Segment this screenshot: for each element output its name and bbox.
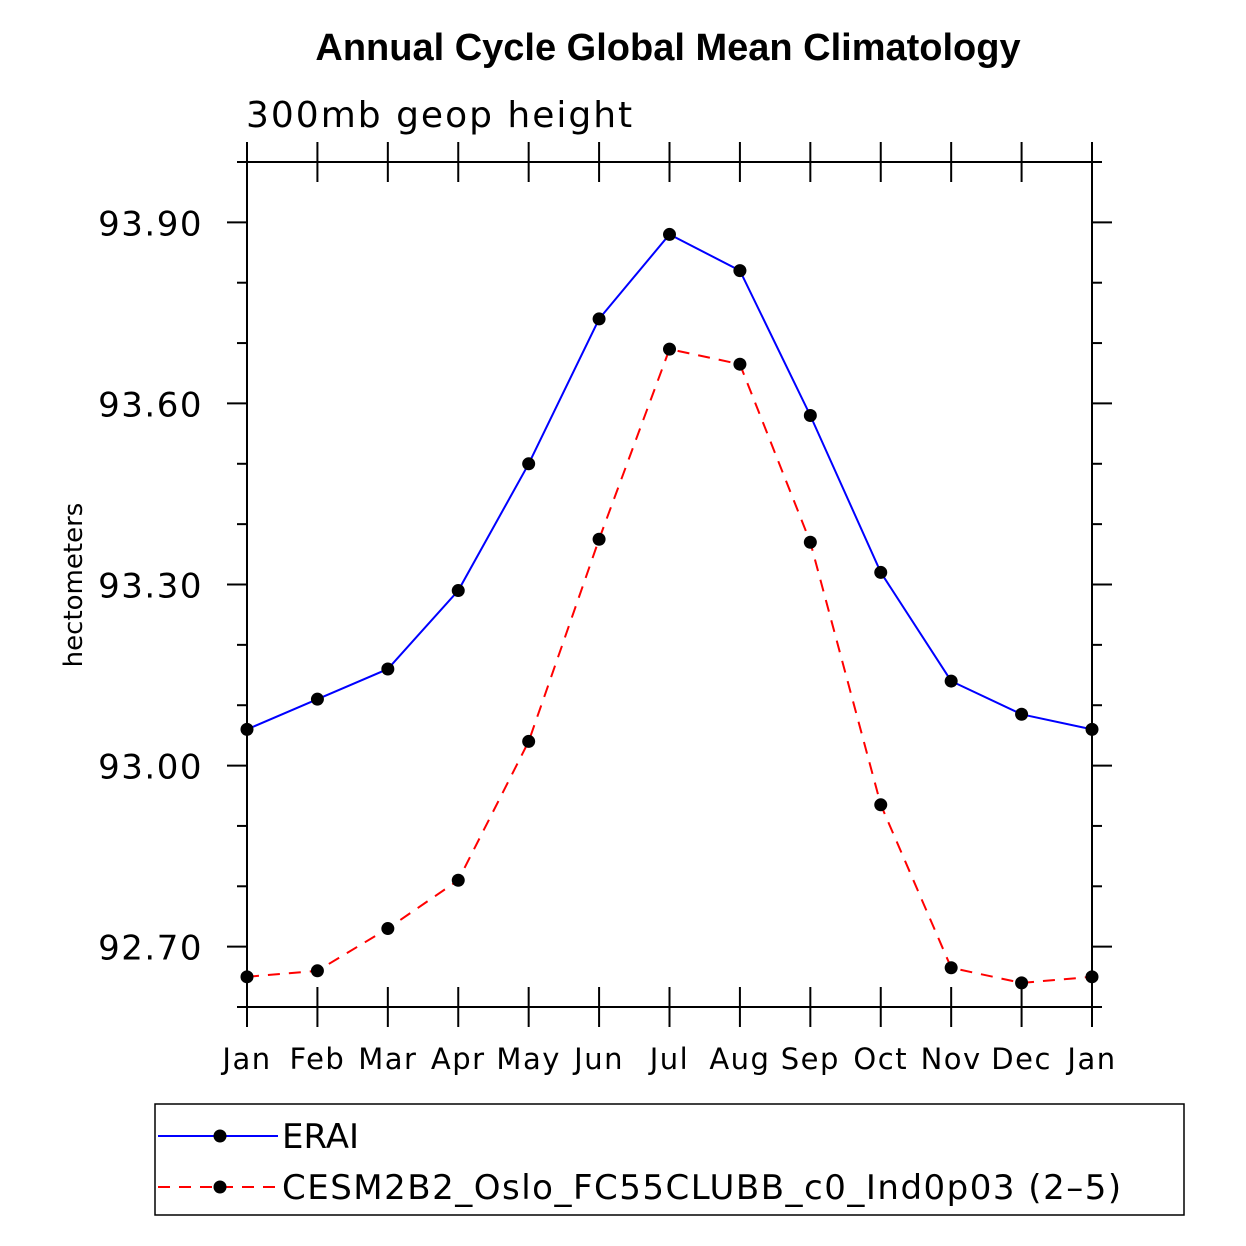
y-tick-label: 93.90 xyxy=(98,204,203,244)
plot-frame xyxy=(246,161,1093,1008)
legend-marker-cesm xyxy=(213,1180,227,1194)
data-point-series-0 xyxy=(592,312,606,326)
legend-marker-erai xyxy=(213,1129,227,1143)
chart-title: Annual Cycle Global Mean Climatology xyxy=(315,27,1020,69)
data-point-series-0 xyxy=(381,662,395,676)
data-point-series-0 xyxy=(1085,722,1099,736)
data-point-series-1 xyxy=(1015,976,1029,990)
data-point-series-1 xyxy=(1085,970,1099,984)
x-tick-label: Dec xyxy=(991,1042,1052,1076)
x-tick-label: Nov xyxy=(921,1042,982,1076)
x-tick-label: Oct xyxy=(853,1042,908,1076)
data-point-series-1 xyxy=(381,922,395,936)
series-markers xyxy=(240,227,1099,990)
data-point-series-0 xyxy=(874,565,888,579)
data-point-series-1 xyxy=(310,964,324,978)
data-point-series-0 xyxy=(944,674,958,688)
data-point-series-1 xyxy=(663,342,676,356)
x-tick-label: Apr xyxy=(431,1042,486,1076)
legend-label-erai: ERAI xyxy=(282,1117,359,1157)
legend: ERAI CESM2B2_Oslo_FC55CLUBB_c0_Ind0p03 (… xyxy=(154,1103,1185,1216)
x-tick-label: Jan xyxy=(1065,1042,1116,1076)
y-tick-label: 93.00 xyxy=(98,748,203,788)
data-point-series-0 xyxy=(803,409,817,422)
x-tick-label: Aug xyxy=(709,1042,770,1076)
y-axis: 92.70 93.00 93.30 93.60 93.90 xyxy=(98,161,1112,1008)
x-axis: Jan Feb Mar Apr May Jun Jul Aug Sep Oct Nov Dec Jan xyxy=(220,142,1116,1076)
y-tick-label: 93.60 xyxy=(98,385,203,425)
data-point-series-0 xyxy=(240,722,254,736)
data-point-series-0 xyxy=(451,584,465,598)
legend-label-cesm: CESM2B2_Oslo_FC55CLUBB_c0_Ind0p03 (2–5) xyxy=(282,1168,1123,1208)
data-point-series-1 xyxy=(733,357,747,371)
data-point-series-0 xyxy=(1015,707,1029,721)
x-tick-label: Jun xyxy=(572,1042,624,1076)
legend-box xyxy=(154,1103,1185,1216)
data-point-series-1 xyxy=(592,532,606,546)
series-line-1 xyxy=(246,347,1093,984)
data-point-series-0 xyxy=(663,227,676,241)
data-point-series-0 xyxy=(310,692,324,706)
x-tick-label: Mar xyxy=(358,1042,417,1076)
data-point-series-1 xyxy=(944,961,958,975)
data-point-series-1 xyxy=(803,535,817,549)
x-tick-label: May xyxy=(496,1042,560,1076)
x-tick-label: Jul xyxy=(648,1042,690,1076)
data-point-series-1 xyxy=(874,798,888,812)
data-point-series-0 xyxy=(733,264,747,278)
x-tick-label: Jan xyxy=(220,1042,271,1076)
y-axis-label: hectometers xyxy=(59,503,89,668)
chart-subtitle: 300mb geop height xyxy=(246,95,634,136)
x-tick-label: Feb xyxy=(289,1042,345,1076)
data-point-series-1 xyxy=(240,970,254,984)
y-tick-label: 92.70 xyxy=(98,929,203,969)
x-tick-label: Sep xyxy=(781,1042,840,1076)
y-tick-label: 93.30 xyxy=(98,567,203,607)
data-point-series-1 xyxy=(451,873,465,887)
series-line-0 xyxy=(246,233,1093,731)
data-point-series-1 xyxy=(522,734,536,748)
data-point-series-0 xyxy=(522,457,536,471)
